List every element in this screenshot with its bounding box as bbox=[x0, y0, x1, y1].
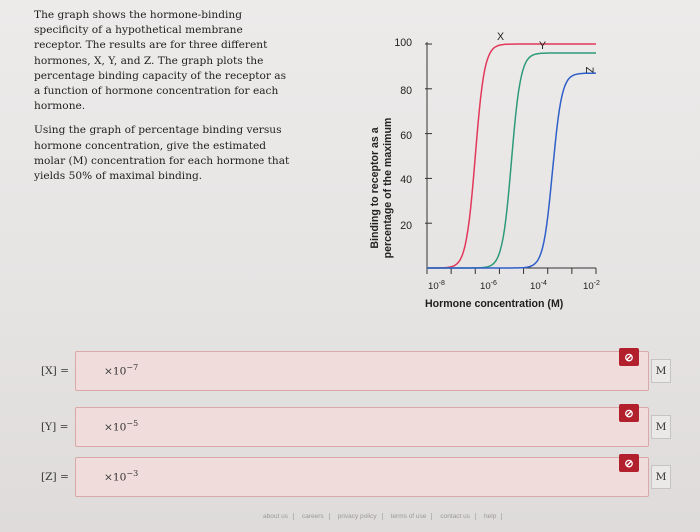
series-line-y bbox=[427, 52, 596, 269]
answer-unit-y: M bbox=[651, 415, 671, 439]
answer-multiplier-x: ×10−7 bbox=[104, 363, 139, 378]
incorrect-icon: ⊘ bbox=[619, 404, 639, 422]
series-label-z: Z bbox=[583, 66, 596, 74]
y-tick-label-20: 20 bbox=[400, 220, 412, 232]
incorrect-icon: ⊘ bbox=[619, 454, 639, 472]
series-label-x: X bbox=[497, 31, 505, 43]
prompt-paragraph-1: The graph shows the hormone-binding spec… bbox=[34, 9, 287, 113]
answer-var-x: [X] = bbox=[41, 365, 70, 377]
answer-unit-z: M bbox=[651, 465, 671, 489]
x-axis-label: Hormone concentration (M) bbox=[425, 298, 564, 310]
footer-link-contact[interactable]: contact us bbox=[435, 513, 477, 520]
prompt-paragraph-2: Using the graph of percentage binding ve… bbox=[34, 124, 290, 183]
answer-input-x[interactable]: ×10−7 bbox=[75, 351, 649, 391]
x-tick-label-1e-4: 10-4 bbox=[530, 280, 547, 293]
answer-row-x: [X] = ×10−7 ⊘ M bbox=[0, 348, 700, 391]
question-prompt: The graph shows the hormone-binding spec… bbox=[34, 8, 294, 193]
series-line-z bbox=[427, 72, 596, 269]
footer-link-careers[interactable]: careers bbox=[297, 513, 330, 520]
answer-multiplier-y: ×10−5 bbox=[104, 419, 139, 434]
y-tick-label-40: 40 bbox=[400, 174, 412, 186]
answer-input-z[interactable]: ×10−3 bbox=[75, 457, 649, 497]
x-tick-label-1e-8: 10-8 bbox=[428, 280, 445, 293]
answer-unit-x: M bbox=[651, 359, 671, 383]
answer-var-z: [Z] = bbox=[41, 471, 69, 483]
answer-multiplier-z: ×10−3 bbox=[104, 469, 139, 484]
binding-chart bbox=[425, 42, 597, 274]
y-tick-label-60: 60 bbox=[400, 130, 412, 142]
series-line-x bbox=[427, 43, 596, 269]
footer-links: about us careers privacy policy terms of… bbox=[258, 513, 503, 520]
answer-row-y: [Y] = ×10−5 ⊘ M bbox=[0, 404, 700, 447]
x-tick-label-1e-6: 10-6 bbox=[480, 280, 497, 293]
incorrect-icon: ⊘ bbox=[619, 348, 639, 366]
answer-row-z: [Z] = ×10−3 ⊘ M bbox=[0, 454, 700, 497]
footer-link-terms[interactable]: terms of use bbox=[386, 513, 433, 520]
footer-link-about[interactable]: about us bbox=[258, 513, 294, 520]
answer-input-y[interactable]: ×10−5 bbox=[75, 407, 649, 447]
y-tick-label-100: 100 bbox=[394, 37, 412, 49]
footer-link-privacy[interactable]: privacy policy bbox=[333, 513, 383, 520]
series-label-y: Y bbox=[539, 40, 547, 52]
x-tick-label-1e-2: 10-2 bbox=[583, 280, 600, 293]
footer-link-help[interactable]: help bbox=[479, 513, 503, 520]
answer-var-y: [Y] = bbox=[41, 421, 69, 433]
y-tick-label-80: 80 bbox=[400, 85, 412, 97]
